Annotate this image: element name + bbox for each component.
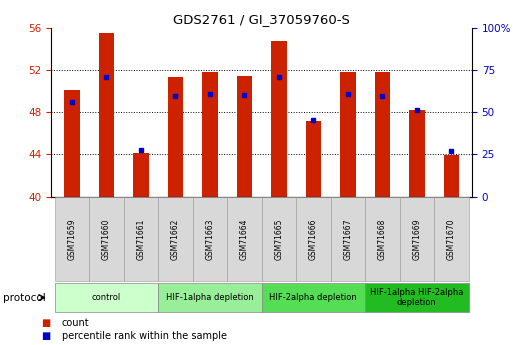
Bar: [202, 72, 218, 197]
Bar: [340, 72, 356, 197]
Text: GSM71665: GSM71665: [274, 218, 283, 260]
Text: control: control: [92, 293, 121, 302]
Text: protocol: protocol: [3, 293, 45, 303]
Bar: [306, 120, 321, 197]
Bar: [409, 110, 425, 197]
Bar: [168, 77, 183, 197]
Text: GSM71659: GSM71659: [68, 218, 76, 260]
Bar: [64, 90, 80, 197]
Text: HIF-1alpha HIF-2alpha
depletion: HIF-1alpha HIF-2alpha depletion: [370, 288, 463, 307]
Text: GSM71669: GSM71669: [412, 218, 421, 260]
Text: GSM71663: GSM71663: [205, 218, 214, 260]
Text: HIF-1alpha depletion: HIF-1alpha depletion: [166, 293, 254, 302]
Text: percentile rank within the sample: percentile rank within the sample: [62, 332, 227, 341]
Text: GSM71670: GSM71670: [447, 218, 456, 260]
Text: GSM71661: GSM71661: [136, 218, 146, 259]
Text: GSM71668: GSM71668: [378, 218, 387, 259]
Bar: [98, 33, 114, 197]
Bar: [133, 153, 149, 197]
Text: GSM71666: GSM71666: [309, 218, 318, 260]
Bar: [271, 41, 287, 197]
Text: ■: ■: [42, 332, 51, 341]
Text: GSM71662: GSM71662: [171, 218, 180, 259]
Bar: [236, 76, 252, 197]
Bar: [444, 156, 459, 197]
Text: ■: ■: [42, 318, 51, 327]
Text: HIF-2alpha depletion: HIF-2alpha depletion: [269, 293, 357, 302]
Text: GSM71667: GSM71667: [343, 218, 352, 260]
Text: count: count: [62, 318, 89, 327]
Bar: [374, 72, 390, 197]
Title: GDS2761 / GI_37059760-S: GDS2761 / GI_37059760-S: [173, 13, 350, 27]
Text: GSM71660: GSM71660: [102, 218, 111, 260]
Text: GSM71664: GSM71664: [240, 218, 249, 260]
